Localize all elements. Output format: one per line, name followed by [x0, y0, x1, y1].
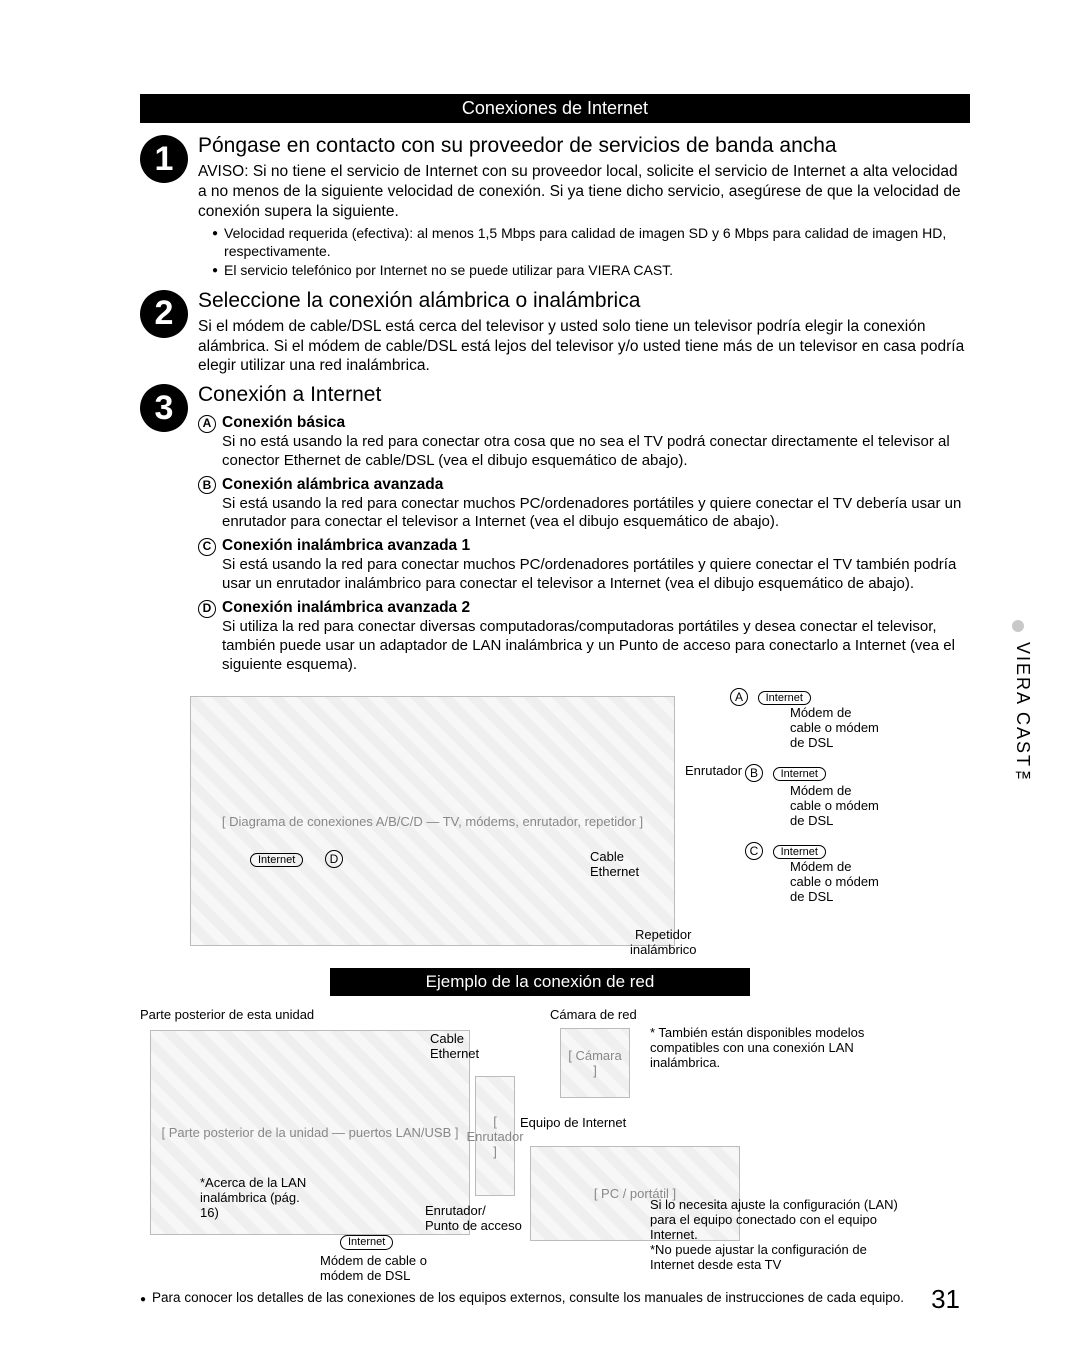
diagram-modem-a: Módem de cable o módem de DSL: [790, 706, 879, 751]
step-3: 3 Conexión a Internet A Conexión básica S…: [140, 382, 970, 674]
diagram-marker-d: D: [325, 850, 343, 868]
step-3-b-text: Si está usando la red para conectar much…: [222, 495, 970, 533]
diagram-main-illustration: [ Diagrama de conexiones A/B/C/D — TV, m…: [190, 696, 675, 946]
example-back-label: Parte posterior de esta unidad: [140, 1008, 314, 1023]
step-3-c-text: Si está usando la red para conectar much…: [222, 556, 970, 594]
example-modem-label: Módem de cable o módem de DSL: [320, 1254, 427, 1284]
section-header-connections: Conexiones de Internet: [140, 94, 970, 123]
step-2: 2 Seleccione la conexión alámbrica o ina…: [140, 288, 970, 376]
example-cable-ethernet: Cable Ethernet: [430, 1032, 479, 1062]
example-internet-pill: Internet: [340, 1235, 393, 1250]
step-1-bullet-2: El servicio telefónico por Internet no s…: [224, 262, 673, 280]
step-1-number: 1: [140, 135, 188, 183]
example-router-ap-label: Enrutador/ Punto de acceso: [425, 1204, 522, 1234]
diagram-marker-b: B: [745, 764, 763, 782]
footer-text: Para conocer los detalles de las conexio…: [152, 1290, 970, 1305]
step-2-body: Si el módem de cable/DSL está cerca del …: [198, 317, 970, 376]
circled-c: C: [198, 538, 216, 556]
diagram-modem-c: Módem de cable o módem de DSL: [790, 860, 879, 905]
circled-d: D: [198, 600, 216, 618]
diagram-router-label: Enrutador: [685, 764, 742, 779]
side-tab: VIERA CAST™: [1012, 620, 1036, 890]
step-3-d-text: Si utiliza la red para conectar diversas…: [222, 618, 970, 675]
step-3-title: Conexión a Internet: [198, 382, 970, 409]
example-wireless-note: * También están disponibles modelos comp…: [650, 1026, 880, 1071]
circled-b: B: [198, 476, 216, 494]
example-camera-illustration: [ Cámara ]: [560, 1028, 630, 1098]
footer-bullet-icon: ●: [140, 1294, 146, 1305]
connection-diagram: [ Diagrama de conexiones A/B/C/D — TV, m…: [190, 688, 970, 958]
step-2-number: 2: [140, 290, 188, 338]
step-3-c-label: Conexión inalámbrica avanzada 1: [222, 536, 470, 556]
step-3-b-label: Conexión alámbrica avanzada: [222, 475, 443, 495]
example-camera-label: Cámara de red: [550, 1008, 637, 1023]
step-3-d-label: Conexión inalámbrica avanzada 2: [222, 598, 470, 618]
step-1-title: Póngase en contacto con su proveedor de …: [198, 133, 970, 160]
diagram-internet-c: Internet: [773, 845, 826, 860]
step-3-number: 3: [140, 384, 188, 432]
diagram-repeater: Repetidor inalámbrico: [630, 928, 696, 958]
side-tab-text: VIERA CAST™: [1012, 642, 1033, 790]
diagram-marker-c: C: [745, 842, 763, 860]
example-router-illustration: [ Enrutador ]: [475, 1076, 515, 1196]
step-3-a-label: Conexión básica: [222, 413, 345, 433]
diagram-internet-d: Internet: [250, 853, 303, 868]
side-tab-dot-icon: [1012, 620, 1024, 632]
diagram-internet-a: Internet: [758, 691, 811, 706]
step-1-bullet-1: Velocidad requerida (efectiva): al menos…: [224, 225, 970, 260]
step-2-title: Seleccione la conexión alámbrica o inalá…: [198, 288, 970, 315]
diagram-marker-a: A: [730, 688, 748, 706]
page-number: 31: [931, 1284, 960, 1315]
example-config-note: Si lo necesita ajuste la configuración (…: [650, 1198, 900, 1273]
step-1: 1 Póngase en contacto con su proveedor d…: [140, 133, 970, 282]
circled-a: A: [198, 415, 216, 433]
example-diagram: Parte posterior de esta unidad [ Parte p…: [140, 1006, 970, 1286]
example-equipo-label: Equipo de Internet: [520, 1116, 626, 1131]
diagram-internet-b: Internet: [773, 767, 826, 782]
example-lan-note: *Acerca de la LAN inalámbrica (pág. 16): [200, 1176, 320, 1221]
diagram-modem-b: Módem de cable o módem de DSL: [790, 784, 879, 829]
step-3-a-text: Si no está usando la red para conectar o…: [222, 433, 970, 471]
diagram-cable-ethernet: Cable Ethernet: [590, 850, 639, 880]
step-1-body: AVISO: Si no tiene el servicio de Intern…: [198, 162, 970, 221]
section-header-example: Ejemplo de la conexión de red: [330, 968, 750, 996]
